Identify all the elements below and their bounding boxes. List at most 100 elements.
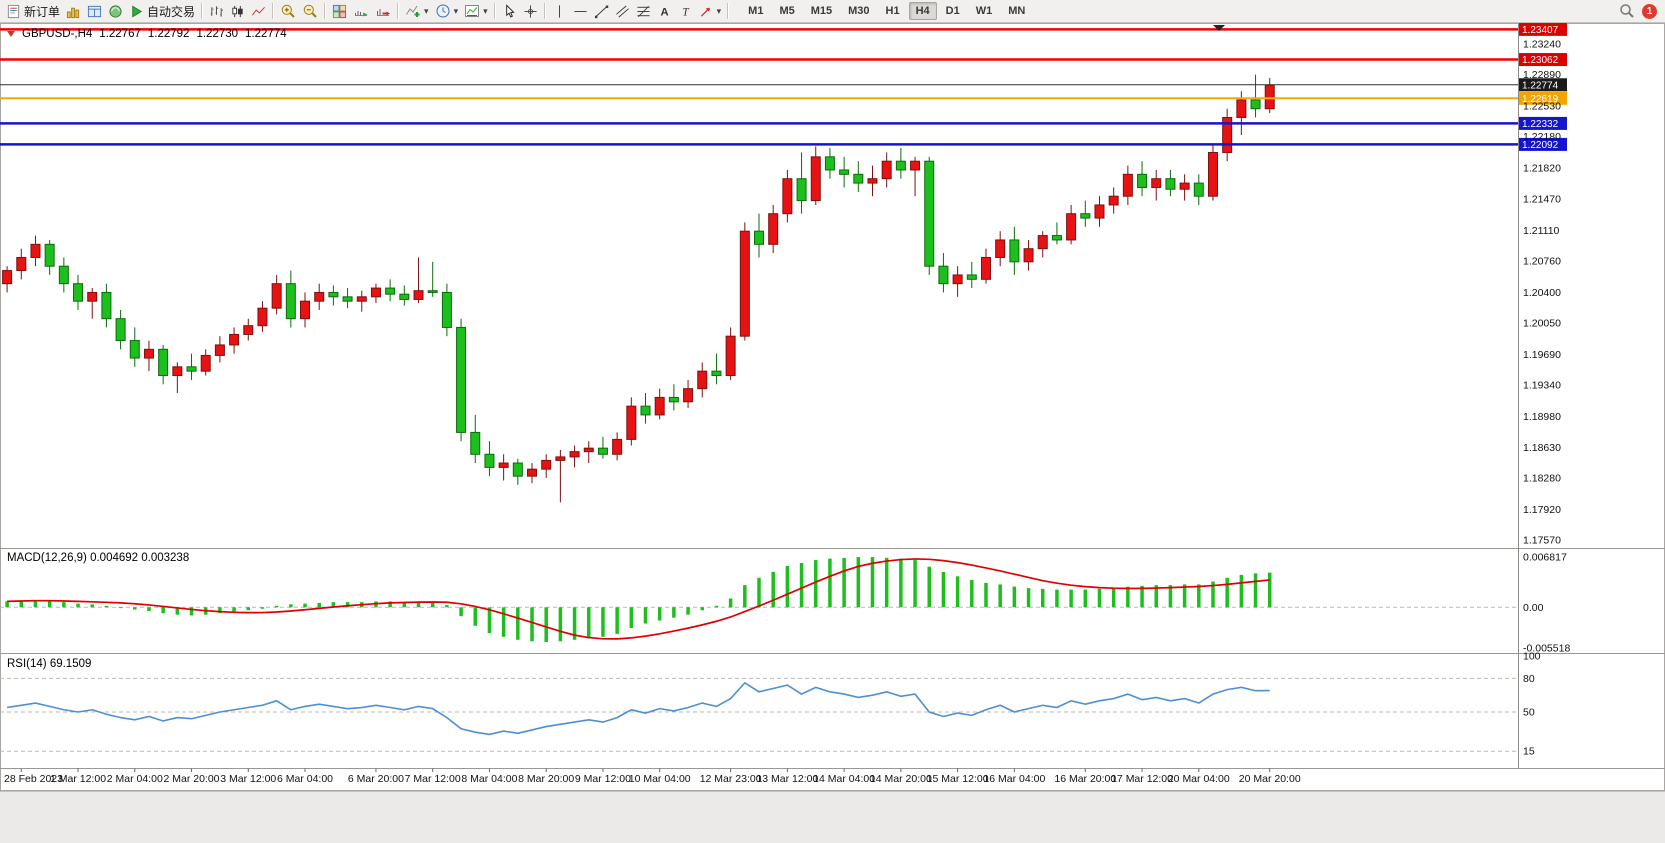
indicators-icon xyxy=(406,5,420,17)
label-tool-button[interactable]: T xyxy=(675,1,696,21)
candle-body xyxy=(427,290,438,293)
bar-chart-button[interactable] xyxy=(206,1,227,21)
price-axis-label: 1.19690 xyxy=(1523,349,1561,361)
tile-windows-icon xyxy=(332,4,347,18)
macd-histogram-bar xyxy=(1055,589,1059,608)
timeframe-button-w1[interactable]: W1 xyxy=(975,5,993,17)
arrow-shape-icon xyxy=(700,7,710,17)
macd-histogram-bar xyxy=(331,602,336,608)
cursor-button[interactable] xyxy=(499,1,520,21)
vertical-line-icon xyxy=(558,4,560,18)
timeframe-button-mn[interactable]: MN xyxy=(1008,5,1026,17)
time-axis-label: 16 Mar 04:00 xyxy=(983,773,1045,785)
price-badge-label: 1.23407 xyxy=(1522,25,1559,36)
symbol-label: GBPUSD-,H4 xyxy=(22,28,93,40)
candle-body xyxy=(271,283,282,309)
chevron-down-icon[interactable]: ▾ xyxy=(424,5,429,16)
trendline-tool-button[interactable] xyxy=(591,1,612,21)
macd-histogram-bar xyxy=(260,607,265,609)
candle-body xyxy=(143,348,154,359)
macd-histogram-bar xyxy=(232,607,236,612)
candle-body xyxy=(711,370,722,377)
timeframe-button-h1[interactable]: H1 xyxy=(885,5,900,17)
bar-chart-icon xyxy=(210,5,223,17)
toolbar-separator xyxy=(324,3,327,19)
line-chart-button[interactable] xyxy=(248,1,269,21)
time-axis-label: 10 Mar 04:00 xyxy=(629,773,691,785)
macd-histogram-bar xyxy=(246,607,251,611)
chart-window-border xyxy=(0,23,1665,791)
macd-histogram-bar xyxy=(1097,588,1102,608)
candle-body xyxy=(87,291,98,302)
candle-body xyxy=(1009,239,1020,263)
templates-button[interactable]: ▾ xyxy=(461,1,491,21)
rsi-axis-label: 80 xyxy=(1523,673,1535,685)
channel-tool-button[interactable] xyxy=(612,1,633,21)
price-badge-label: 1.22774 xyxy=(1522,80,1559,91)
candle-body xyxy=(30,243,41,258)
chart-shift-icon xyxy=(377,9,391,16)
chart-canvas[interactable]: 1.23407 1.23062 1.22774 1.22619 1.22332 1.220… xyxy=(0,0,1665,791)
chevron-down-icon[interactable]: ▾ xyxy=(716,5,722,16)
candle-body xyxy=(938,265,949,285)
macd-histogram-bar xyxy=(487,607,492,634)
timeframe-button-m15[interactable]: M15 xyxy=(810,5,833,17)
timeframe-button-h4[interactable]: H4 xyxy=(908,2,937,20)
label-tool-icon: T xyxy=(682,6,689,18)
time-axis-label: 20 Mar 04:00 xyxy=(1168,773,1230,785)
timeframe-button-m1[interactable]: M1 xyxy=(748,5,764,17)
candle-body xyxy=(1151,178,1162,188)
candle-body xyxy=(484,453,495,468)
text-tool-button[interactable]: A xyxy=(654,1,675,21)
auto-scroll-icon xyxy=(355,11,368,17)
search-icon[interactable] xyxy=(1619,3,1635,19)
price-badge-label: 1.22619 xyxy=(1522,94,1559,105)
vertical-line-tool-button[interactable] xyxy=(549,1,570,21)
timeframe-button-d1[interactable]: D1 xyxy=(945,5,960,17)
chart-shift-marker[interactable] xyxy=(1213,25,1225,31)
candle-body xyxy=(186,366,197,372)
macd-histogram-bar xyxy=(1225,577,1229,608)
chart-shift-button[interactable] xyxy=(372,1,394,21)
auto-scroll-button[interactable] xyxy=(350,1,372,21)
candle-body xyxy=(257,307,268,327)
crosshair-button[interactable] xyxy=(520,1,541,21)
price-axis-label: 1.17570 xyxy=(1523,535,1561,547)
horizontal-line-icon xyxy=(574,10,587,12)
candle-body xyxy=(200,354,211,372)
candle-body xyxy=(314,291,325,302)
timeframe-button-m30[interactable]: M30 xyxy=(848,5,870,17)
horizontal-line-tool-button[interactable] xyxy=(570,1,591,21)
candle-body xyxy=(512,462,523,477)
rsi-line xyxy=(6,681,1270,736)
macd-histogram-bar xyxy=(1083,589,1088,608)
toolbar-separator xyxy=(272,3,275,19)
candle-body xyxy=(158,348,169,377)
time-axis-label: 1 Mar 12:00 xyxy=(50,773,106,785)
macd-histogram-bar xyxy=(572,607,577,640)
macd-histogram-bar xyxy=(587,607,591,639)
data-window-button[interactable] xyxy=(84,1,105,21)
periods-button[interactable]: ▾ xyxy=(432,1,462,21)
navigator-button[interactable] xyxy=(105,1,126,21)
auto-trading-button[interactable]: 自动交易 xyxy=(126,1,198,21)
zoom-out-button[interactable] xyxy=(299,1,321,21)
candle-body xyxy=(555,456,566,461)
new-order-button[interactable]: 新订单 xyxy=(3,1,63,21)
notification-badge[interactable]: 1 xyxy=(1642,3,1657,19)
market-watch-button[interactable] xyxy=(63,1,84,21)
fibonacci-tool-button[interactable] xyxy=(633,1,654,21)
chevron-down-icon[interactable]: ▾ xyxy=(483,5,488,16)
timeframe-button-m5[interactable]: M5 xyxy=(779,5,795,17)
shapes-tool-button[interactable]: ▾ xyxy=(696,1,725,21)
candlestick-chart-button[interactable] xyxy=(227,1,248,21)
crosshair-icon xyxy=(524,4,537,18)
zoom-in-button[interactable] xyxy=(277,1,299,21)
indicators-button[interactable]: ▾ xyxy=(402,1,432,21)
candle-body xyxy=(1222,116,1233,153)
tile-windows-button[interactable] xyxy=(329,1,350,21)
macd-histogram-bar xyxy=(33,599,38,608)
candle-body xyxy=(612,438,623,455)
chevron-down-icon[interactable]: ▾ xyxy=(453,5,459,16)
auto-trading-label: 自动交易 xyxy=(147,4,196,19)
